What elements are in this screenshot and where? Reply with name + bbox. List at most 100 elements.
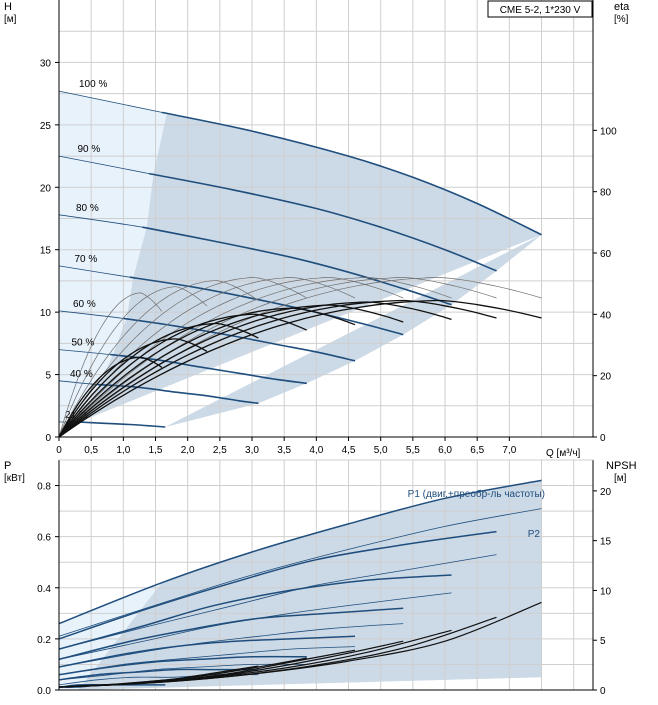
- head-curve-label: 90 %: [78, 144, 101, 155]
- x-tick-label: 0,5: [84, 445, 98, 456]
- bottom-y-tick-label: 0.0: [37, 686, 51, 697]
- head-curve-label: 70 %: [75, 254, 98, 265]
- p2-curve: [58, 554, 497, 650]
- top-y-right-label: eta: [614, 1, 630, 13]
- head-curve-label: 100 %: [79, 79, 107, 90]
- top-y-tick-label: 0: [45, 433, 51, 444]
- head-curve: [129, 276, 404, 336]
- x-tick-label: 5,5: [406, 445, 420, 456]
- p2-curve: [58, 508, 542, 637]
- top-y-left-label: H: [4, 1, 12, 13]
- top-y2-tick-label: 0: [600, 433, 606, 444]
- top-y-left-unit: [м]: [4, 14, 17, 25]
- p1-curve: [58, 479, 542, 625]
- bottom-y-left-unit: [кВт]: [4, 473, 25, 484]
- x-tick-label: 0: [56, 445, 62, 456]
- head-curve: [142, 226, 452, 306]
- bottom-chart-labels: P [кВт] NPSH [м]: [4, 460, 637, 484]
- head-curve: [161, 111, 542, 236]
- x-tick-label: 1,0: [116, 445, 130, 456]
- eta-curve-thin: [58, 277, 497, 438]
- head-curve: [123, 317, 356, 362]
- head-curve-label: 60 %: [73, 299, 96, 310]
- p1-curve: [58, 655, 307, 676]
- top-y-tick-label: 30: [40, 58, 52, 69]
- head-curve: [148, 172, 497, 272]
- top-chart-labels: H [м] eta [%] Q [м³/ч]: [4, 1, 630, 459]
- p1-curve-label: P1 (двиг.+преобр-ль частоты): [408, 488, 545, 500]
- p1-curve: [58, 607, 404, 661]
- top-y-tick-label: 25: [40, 121, 52, 132]
- bottom-y-right-label: NPSH: [606, 460, 637, 472]
- head-curve: [97, 383, 259, 405]
- x-tick-label: 2,0: [181, 445, 195, 456]
- bottom-y2-tick-label: 10: [600, 586, 612, 597]
- x-tick-label: 3,0: [245, 445, 259, 456]
- bottom-y-tick-label: 0.6: [37, 533, 51, 544]
- x-tick-label: 4,0: [309, 445, 323, 456]
- eta-curve-thin: [58, 277, 452, 438]
- head-curve-label: 80 %: [76, 203, 99, 214]
- p1-curve: [58, 668, 259, 681]
- top-y2-tick-label: 40: [600, 310, 612, 321]
- eta-curve: [58, 307, 356, 438]
- x-axis-label: Q [м³/ч]: [546, 448, 581, 459]
- p2-curve-label: P2: [528, 529, 541, 540]
- bottom-y-left-label: P: [4, 460, 11, 472]
- head-curve: [110, 353, 307, 385]
- eta-curve: [58, 313, 307, 438]
- p1-curve: [58, 635, 356, 668]
- chart-title: CME 5-2, 1*230 V: [500, 5, 581, 16]
- head-curve: [78, 421, 166, 428]
- top-y-tick-label: 15: [40, 246, 52, 257]
- x-tick-label: 3,5: [277, 445, 291, 456]
- eta-curve: [58, 304, 404, 438]
- x-tick-label: 6,5: [470, 445, 484, 456]
- bottom-y-tick-label: 0.4: [37, 584, 51, 595]
- bottom-y-tick-label: 0.2: [37, 635, 51, 646]
- x-tick-label: 5,0: [374, 445, 388, 456]
- top-region-shade: [79, 112, 542, 428]
- bottom-y2-tick-label: 20: [600, 487, 612, 498]
- bottom-y-tick-label: 0.8: [37, 482, 51, 493]
- top-y-tick-label: 10: [40, 308, 52, 319]
- x-tick-label: 4,5: [342, 445, 356, 456]
- p2-curve: [58, 663, 307, 681]
- eta-curve-thin: [58, 292, 163, 438]
- bottom-y-right-unit: [м]: [614, 473, 627, 484]
- x-tick-label: 6,0: [438, 445, 452, 456]
- top-y-right-unit: [%]: [614, 14, 629, 25]
- eta-curve-thin: [58, 286, 208, 438]
- title-box-frame: [487, 0, 593, 18]
- top-y2-tick-label: 20: [600, 372, 612, 383]
- top-y-tick-label: 20: [40, 183, 52, 194]
- top-y2-tick-label: 80: [600, 188, 612, 199]
- x-tick-label: 1,5: [149, 445, 163, 456]
- bottom-y2-tick-label: 0: [600, 686, 606, 697]
- bottom-y2-tick-label: 15: [600, 537, 612, 548]
- top-y2-tick-label: 60: [600, 249, 612, 260]
- p1-curve: [58, 574, 452, 650]
- eta-curve: [58, 301, 452, 438]
- npsh-curve: [58, 679, 166, 688]
- eta-curve: [58, 322, 259, 438]
- x-tick-label: 7,0: [502, 445, 516, 456]
- eta-curve: [58, 299, 542, 438]
- title-box: CME 5-2, 1*230 V: [487, 0, 593, 18]
- eta-curve-thin: [58, 277, 404, 438]
- head-curve-label: 40 %: [70, 369, 93, 380]
- p2-curve: [58, 674, 259, 686]
- x-tick-label: 2,5: [213, 445, 227, 456]
- p2-curve: [58, 623, 404, 668]
- top-y-tick-label: 5: [45, 371, 51, 382]
- bottom-y2-tick-label: 5: [600, 636, 606, 647]
- p1-curve: [58, 530, 497, 640]
- eta-curve-thin: [58, 280, 259, 438]
- top-grid: [58, 0, 593, 438]
- top-y2-tick-label: 100: [600, 126, 617, 137]
- p2-curve: [58, 646, 356, 676]
- eta-curve: [58, 338, 208, 438]
- eta-curve: [58, 356, 163, 438]
